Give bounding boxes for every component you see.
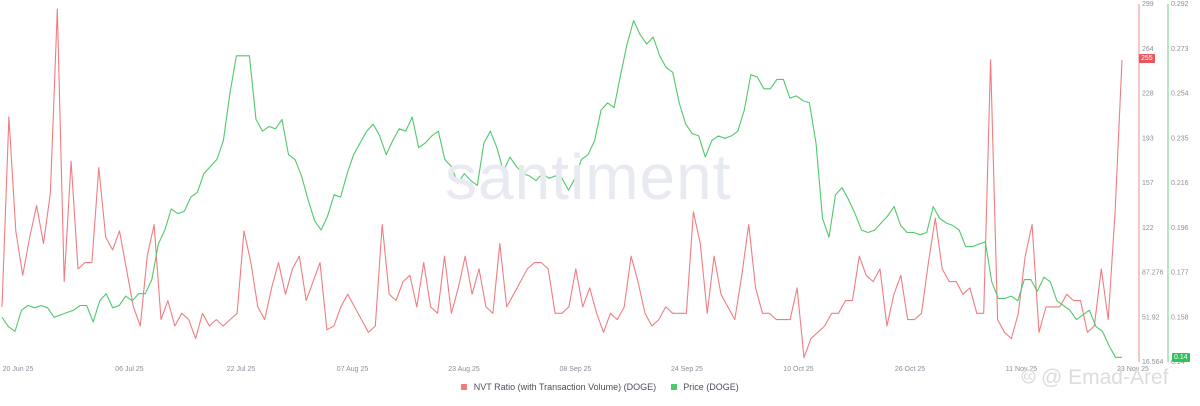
x-axis-tick-label: 10 Oct 25: [783, 366, 813, 373]
chart-legend: NVT Ratio (with Transaction Volume) (DOG…: [0, 382, 1200, 392]
nvt-axis-tick-label: 51.92: [1142, 314, 1160, 321]
price-axis-tick-label: 0.254: [1171, 91, 1189, 98]
nvt-axis-tick-label: 122: [1142, 225, 1154, 232]
nvt-axis-tick-label: 87.276: [1142, 270, 1164, 277]
price-axis-tick-label: 0.196: [1171, 225, 1189, 232]
price-axis-tick-label: 0.273: [1171, 46, 1189, 53]
nvt-axis-tick-label: 16.564: [1142, 359, 1164, 366]
x-axis-tick-label: 20 Jun 25: [3, 366, 34, 373]
price-series-line: [1, 19, 1122, 358]
price-axis-tick-label: 0.158: [1171, 314, 1189, 321]
x-axis-tick-label: 24 Sep 25: [671, 366, 703, 373]
x-axis-tick-label: 06 Jul 25: [115, 366, 144, 373]
santiment-watermark: santiment: [445, 141, 732, 213]
price-axis-tick-label: 0.177: [1171, 270, 1189, 277]
x-axis-tick-label: 23 Aug 25: [448, 366, 480, 373]
legend-swatch-price: [670, 384, 677, 390]
x-axis-tick-label: 08 Sep 25: [560, 366, 592, 373]
legend-item-price[interactable]: Price (DOGE): [670, 382, 739, 392]
price-axis-tick-label: 0.235: [1171, 135, 1189, 142]
nvt-ratio-series-line: [1, 8, 1123, 359]
price-last-value-badge: 0.14: [1172, 353, 1190, 362]
nvt-axis-tick-label: 193: [1142, 135, 1154, 142]
x-axis-tick-label: 11 Nov 25: [1006, 366, 1037, 373]
x-axis-tick-label: 07 Aug 25: [337, 366, 369, 373]
price-axis-tick-label: 0.216: [1171, 180, 1189, 187]
creative-commons-icon: 🅭: [1022, 366, 1035, 389]
author-credit-text: @ Emad-Aref: [1040, 366, 1169, 389]
nvt-last-value-badge: 255: [1139, 54, 1155, 63]
legend-label-price: Price (DOGE): [683, 382, 739, 392]
author-credit: 🅭 @ Emad-Aref: [1022, 366, 1168, 391]
x-axis-tick-label: 22 Jul 25: [227, 366, 256, 373]
x-axis-tick-label: 23 Nov 25: [1117, 366, 1149, 373]
nvt-axis-tick-label: 264: [1142, 46, 1154, 53]
nvt-axis-tick-label: 228: [1142, 91, 1154, 98]
nvt-axis-tick-label: 157: [1142, 180, 1154, 187]
x-axis-tick-label: 26 Oct 25: [895, 366, 925, 373]
legend-item-nvt[interactable]: NVT Ratio (with Transaction Volume) (DOG…: [461, 382, 656, 392]
legend-label-nvt: NVT Ratio (with Transaction Volume) (DOG…: [473, 382, 657, 392]
legend-swatch-nvt: [461, 384, 468, 390]
nvt-axis-tick-label: 299: [1142, 1, 1154, 8]
price-axis-tick-label: 0.14: [1171, 359, 1185, 366]
price-axis-tick-label: 0.292: [1171, 1, 1189, 8]
